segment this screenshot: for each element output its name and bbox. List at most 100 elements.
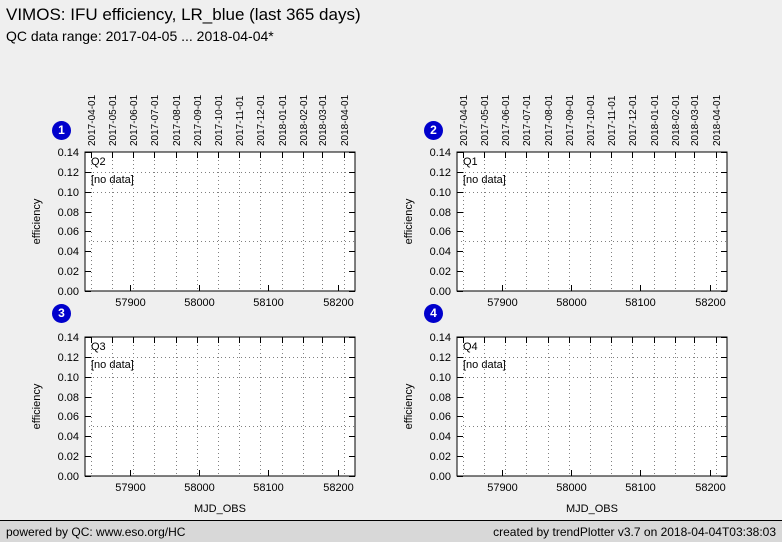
svg-text:2017-07-01: 2017-07-01 bbox=[522, 94, 533, 146]
svg-text:MJD_OBS: MJD_OBS bbox=[566, 503, 618, 515]
svg-text:0.02: 0.02 bbox=[58, 451, 79, 463]
svg-text:0.10: 0.10 bbox=[58, 187, 79, 199]
svg-text:0.06: 0.06 bbox=[58, 226, 79, 238]
svg-text:2017-11-01: 2017-11-01 bbox=[607, 95, 618, 146]
svg-text:58100: 58100 bbox=[253, 482, 284, 494]
svg-text:Q1: Q1 bbox=[463, 156, 478, 168]
svg-text:efficiency: efficiency bbox=[403, 383, 415, 429]
svg-text:Q4: Q4 bbox=[463, 341, 478, 353]
svg-text:2018-04-01: 2018-04-01 bbox=[712, 94, 723, 146]
svg-text:2017-06-01: 2017-06-01 bbox=[129, 94, 140, 146]
plot-number-badge-4[interactable]: 4 bbox=[424, 304, 443, 323]
svg-text:0.02: 0.02 bbox=[430, 266, 451, 278]
svg-text:0.12: 0.12 bbox=[58, 352, 79, 364]
svg-text:[no data]: [no data] bbox=[463, 174, 506, 186]
svg-text:2017-09-01: 2017-09-01 bbox=[565, 94, 576, 146]
svg-text:0.04: 0.04 bbox=[58, 431, 79, 443]
svg-text:[no data]: [no data] bbox=[91, 174, 134, 186]
svg-text:58000: 58000 bbox=[556, 297, 587, 309]
plot-panel-q3: 3 0.00 0.02 0.04 0.06 0.08 0.10 0.12 0.14 57900 5… bbox=[0, 300, 391, 515]
svg-text:[no data]: [no data] bbox=[463, 359, 506, 371]
svg-text:0.12: 0.12 bbox=[430, 167, 451, 179]
svg-text:0.00: 0.00 bbox=[58, 286, 79, 298]
page-title: VIMOS: IFU efficiency, LR_blue (last 365… bbox=[6, 5, 361, 24]
svg-text:MJD_OBS: MJD_OBS bbox=[194, 503, 246, 515]
svg-text:0.08: 0.08 bbox=[58, 392, 79, 404]
plot-panel-q1: 2 2017-04-01 2017-05-01 2017-06-01 2017-07-… bbox=[372, 62, 763, 312]
svg-text:0.02: 0.02 bbox=[430, 451, 451, 463]
svg-text:2017-08-01: 2017-08-01 bbox=[544, 94, 555, 146]
svg-text:2018-03-01: 2018-03-01 bbox=[318, 94, 329, 146]
svg-text:2017-12-01: 2017-12-01 bbox=[628, 94, 639, 146]
svg-text:58200: 58200 bbox=[323, 482, 354, 494]
svg-text:0.00: 0.00 bbox=[58, 471, 79, 483]
plot-number-badge-2[interactable]: 2 bbox=[424, 121, 443, 140]
svg-text:0.08: 0.08 bbox=[430, 207, 451, 219]
svg-text:58000: 58000 bbox=[184, 482, 215, 494]
chart-q1: 2017-04-01 2017-05-01 2017-06-01 2017-07-01… bbox=[403, 94, 728, 309]
svg-text:58200: 58200 bbox=[695, 482, 726, 494]
svg-text:0.10: 0.10 bbox=[58, 372, 79, 384]
svg-text:2017-05-01: 2017-05-01 bbox=[108, 94, 119, 146]
svg-text:58100: 58100 bbox=[253, 297, 284, 309]
svg-text:2018-01-01: 2018-01-01 bbox=[650, 94, 661, 146]
svg-text:0.14: 0.14 bbox=[58, 147, 79, 159]
svg-text:efficiency: efficiency bbox=[31, 383, 43, 429]
svg-text:[no data]: [no data] bbox=[91, 359, 134, 371]
chart-q2: 2017-04-01 2017-05-01 2017-06-01 2017-07-01… bbox=[31, 94, 356, 309]
svg-text:0.12: 0.12 bbox=[58, 167, 79, 179]
svg-text:efficiency: efficiency bbox=[31, 198, 43, 244]
qc-data-range: QC data range: 2017-04-05 ... 2018-04-04… bbox=[6, 28, 274, 44]
svg-text:0.08: 0.08 bbox=[58, 207, 79, 219]
svg-text:2017-10-01: 2017-10-01 bbox=[586, 94, 597, 146]
svg-text:58100: 58100 bbox=[625, 297, 656, 309]
svg-text:2017-04-01: 2017-04-01 bbox=[459, 94, 470, 146]
svg-text:58200: 58200 bbox=[323, 297, 354, 309]
svg-text:58100: 58100 bbox=[625, 482, 656, 494]
svg-text:2018-01-01: 2018-01-01 bbox=[278, 94, 289, 146]
chart-q3: 0.00 0.02 0.04 0.06 0.08 0.10 0.12 0.14 57900 580… bbox=[31, 332, 356, 515]
svg-text:0.06: 0.06 bbox=[430, 226, 451, 238]
svg-text:0.06: 0.06 bbox=[58, 411, 79, 423]
plot-number-badge-1[interactable]: 1 bbox=[52, 121, 71, 140]
svg-text:58000: 58000 bbox=[184, 297, 215, 309]
svg-text:2018-03-01: 2018-03-01 bbox=[690, 94, 701, 146]
svg-text:0.04: 0.04 bbox=[430, 431, 451, 443]
svg-text:2018-02-01: 2018-02-01 bbox=[299, 94, 310, 146]
svg-text:0.04: 0.04 bbox=[430, 246, 451, 258]
svg-text:2018-02-01: 2018-02-01 bbox=[671, 94, 682, 146]
svg-text:0.10: 0.10 bbox=[430, 372, 451, 384]
svg-text:2017-09-01: 2017-09-01 bbox=[193, 94, 204, 146]
svg-text:57900: 57900 bbox=[115, 297, 146, 309]
svg-text:0.14: 0.14 bbox=[430, 147, 451, 159]
svg-text:Q3: Q3 bbox=[91, 341, 106, 353]
plot-number-badge-3[interactable]: 3 bbox=[52, 304, 71, 323]
svg-text:2017-12-01: 2017-12-01 bbox=[256, 94, 267, 146]
svg-text:57900: 57900 bbox=[115, 482, 146, 494]
svg-text:2017-06-01: 2017-06-01 bbox=[501, 94, 512, 146]
svg-text:2017-07-01: 2017-07-01 bbox=[150, 94, 161, 146]
svg-text:2017-08-01: 2017-08-01 bbox=[172, 94, 183, 146]
svg-text:0.12: 0.12 bbox=[430, 352, 451, 364]
svg-text:0.14: 0.14 bbox=[58, 332, 79, 344]
svg-text:0.00: 0.00 bbox=[430, 471, 451, 483]
svg-text:2017-11-01: 2017-11-01 bbox=[235, 95, 246, 146]
svg-text:2018-04-01: 2018-04-01 bbox=[340, 94, 351, 146]
footer-powered-by-link[interactable]: powered by QC: www.eso.org/HC bbox=[6, 524, 186, 539]
svg-text:58000: 58000 bbox=[556, 482, 587, 494]
plot-panel-q4: 4 0.00 0.02 0.04 0.06 0.08 0.10 0.12 0.14 57900 5… bbox=[372, 300, 763, 515]
chart-q4: 0.00 0.02 0.04 0.06 0.08 0.10 0.12 0.14 57900 580… bbox=[403, 332, 728, 515]
svg-text:2017-04-01: 2017-04-01 bbox=[87, 94, 98, 146]
svg-text:Q2: Q2 bbox=[91, 156, 106, 168]
svg-text:0.08: 0.08 bbox=[430, 392, 451, 404]
svg-text:57900: 57900 bbox=[487, 297, 518, 309]
svg-text:2017-05-01: 2017-05-01 bbox=[480, 94, 491, 146]
svg-text:2017-10-01: 2017-10-01 bbox=[214, 94, 225, 146]
svg-text:0.14: 0.14 bbox=[430, 332, 451, 344]
footer-bar: powered by QC: www.eso.org/HC created by… bbox=[0, 520, 782, 542]
svg-text:0.10: 0.10 bbox=[430, 187, 451, 199]
svg-text:0.02: 0.02 bbox=[58, 266, 79, 278]
svg-text:0.06: 0.06 bbox=[430, 411, 451, 423]
plot-panel-q2: 1 2017-04-01 2017-05-01 2017-06-01 2017-07-… bbox=[0, 62, 391, 312]
